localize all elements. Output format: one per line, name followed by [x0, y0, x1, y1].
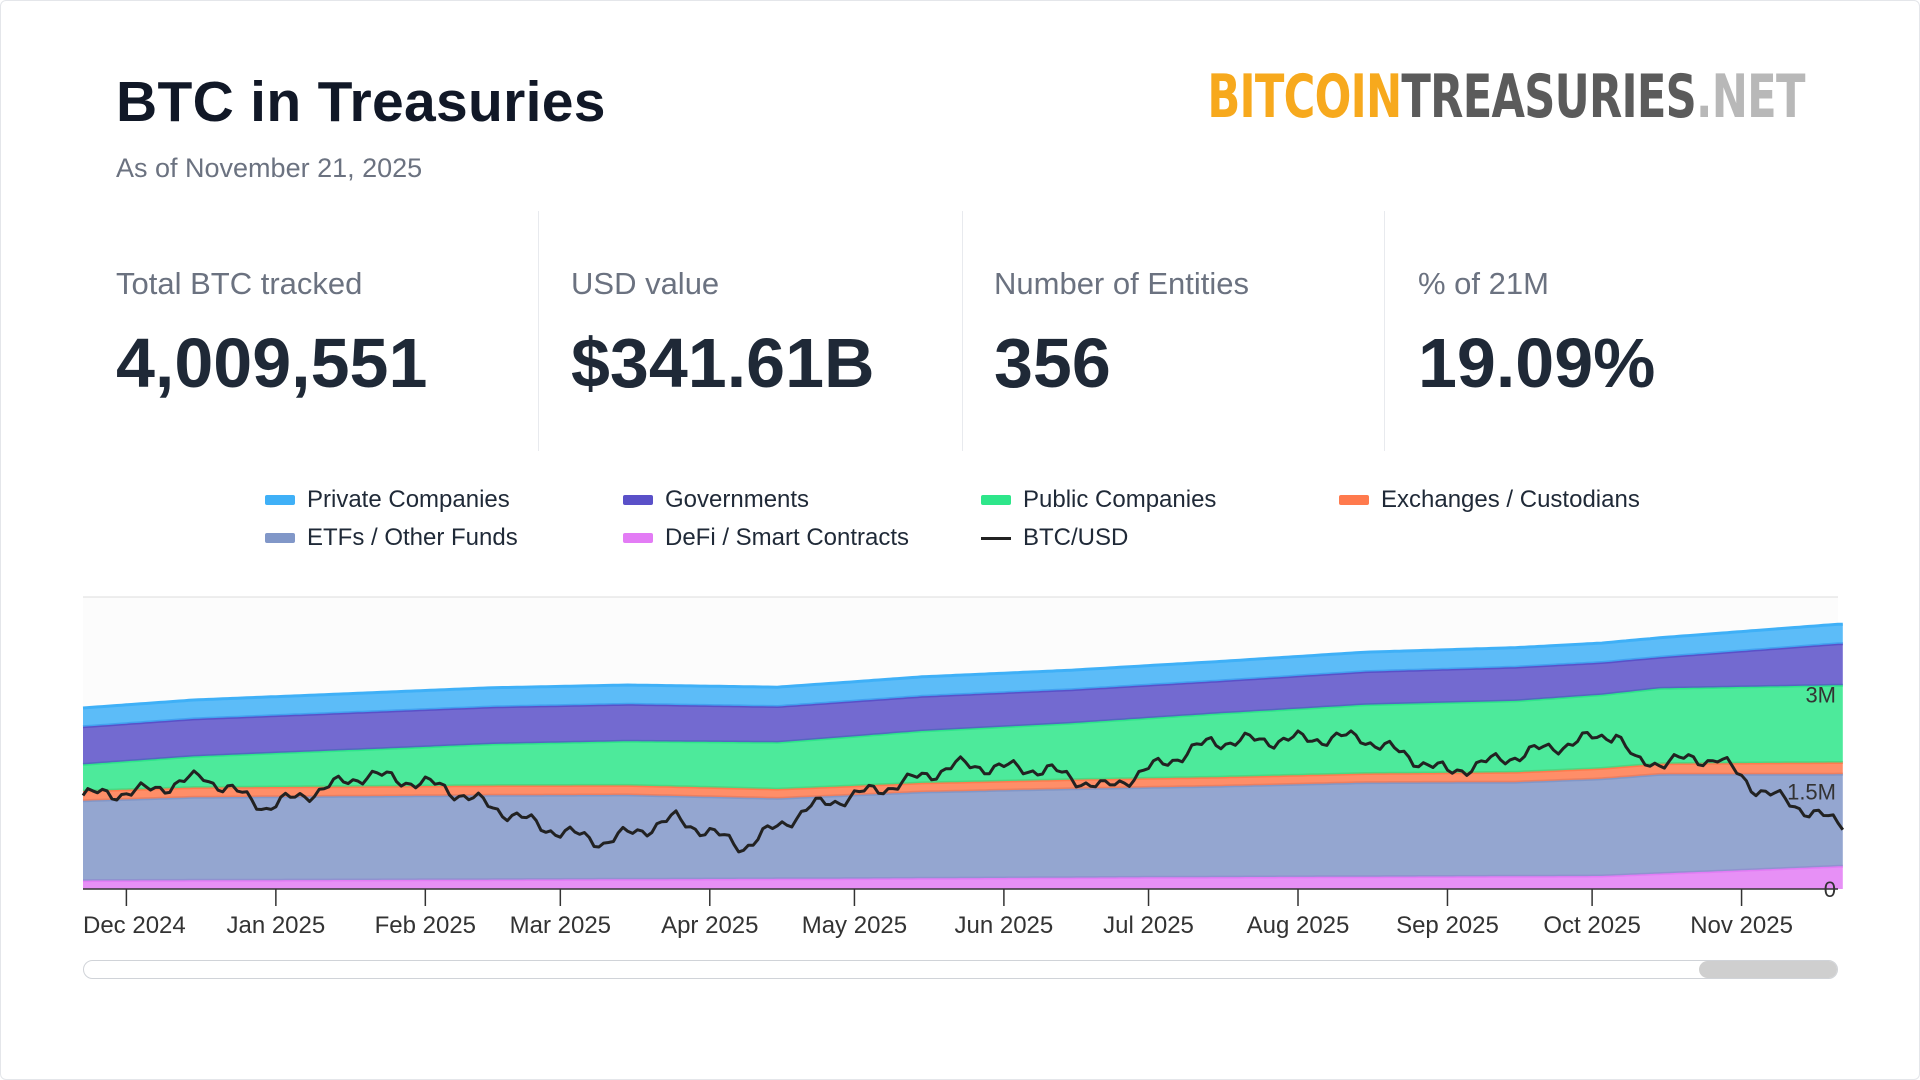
y-tick-label: 3M: [1805, 682, 1836, 707]
x-tick-label: May 2025: [802, 912, 907, 939]
as-of-date: As of November 21, 2025: [116, 153, 423, 183]
x-tick-label: Sep 2025: [1396, 912, 1499, 939]
chart-legend: Private Companies Governments Public Com…: [1, 486, 1920, 566]
page-title: BTC in Treasuries: [116, 70, 606, 134]
legend-item-governments[interactable]: Governments: [623, 486, 809, 514]
stat-divider: [962, 211, 963, 451]
x-tick-label: Dec 2024: [83, 912, 186, 939]
legend-label: Exchanges / Custodians: [1381, 486, 1640, 513]
x-tick-label: Jan 2025: [226, 912, 325, 939]
legend-label: ETFs / Other Funds: [307, 524, 518, 551]
area-swatch-icon: [1339, 495, 1369, 505]
y-tick-label: 1.5M: [1787, 780, 1836, 805]
area-exchanges-custodians: [83, 762, 1843, 801]
area-edge-private-companies: [82, 622, 1843, 710]
legend-label: BTC/USD: [1023, 524, 1129, 551]
legend-label: Public Companies: [1023, 486, 1217, 513]
stat-label: Number of Entities: [994, 266, 1249, 301]
chart-range-scrollbar[interactable]: [83, 960, 1838, 979]
btc-usd-line: [81, 729, 1845, 854]
x-tick-label: Nov 2025: [1690, 912, 1793, 939]
x-tick-label: Jun 2025: [955, 912, 1054, 939]
area-governments: [83, 643, 1843, 765]
stat-divider: [538, 211, 539, 451]
area-defi-smart-contracts: [83, 866, 1843, 889]
x-tick-label: Feb 2025: [375, 912, 476, 939]
area-swatch-icon: [265, 533, 295, 543]
stat-divider: [1384, 211, 1385, 451]
area-swatch-icon: [623, 495, 653, 505]
legend-item-private-companies[interactable]: Private Companies: [265, 486, 510, 514]
x-tick-label: Aug 2025: [1247, 912, 1350, 939]
x-tick-label: Mar 2025: [510, 912, 611, 939]
legend-item-etfs-other-funds[interactable]: ETFs / Other Funds: [265, 524, 518, 552]
stat-label: Total BTC tracked: [116, 266, 363, 301]
area-swatch-icon: [623, 533, 653, 543]
y-tick-label: 0: [1824, 877, 1836, 902]
legend-item-btc-usd[interactable]: BTC/USD: [981, 524, 1128, 552]
area-public-companies: [83, 685, 1843, 791]
stacked-area-chart[interactable]: 0 1.5M 3M Dec 2024 Jan 2025 Feb 2025 Mar 2025 A…: [1, 591, 1920, 961]
stat-label: USD value: [571, 266, 720, 301]
legend-label: Governments: [665, 486, 810, 513]
stat-value: 19.09%: [1418, 324, 1656, 402]
legend-item-public-companies[interactable]: Public Companies: [981, 486, 1216, 514]
line-swatch-icon: [981, 536, 1011, 540]
legend-item-defi-smart-contracts[interactable]: DeFi / Smart Contracts: [623, 524, 909, 552]
area-swatch-icon: [981, 495, 1011, 505]
stat-label: % of 21M: [1418, 266, 1549, 301]
legend-label: DeFi / Smart Contracts: [665, 524, 910, 551]
x-tick-label: Oct 2025: [1543, 912, 1640, 939]
stat-value: 356: [994, 324, 1111, 402]
area-etfs-other-funds: [83, 774, 1843, 881]
legend-label: Private Companies: [307, 486, 510, 513]
area-edge-public-companies: [82, 683, 1843, 766]
x-tick-label: Apr 2025: [661, 912, 758, 939]
stats-row: Total BTC tracked 4,009,551 USD value $3…: [1, 211, 1920, 451]
stat-value: $341.61B: [571, 324, 875, 402]
area-swatch-icon: [265, 495, 295, 505]
x-tick-label: Jul 2025: [1103, 912, 1194, 939]
scrollbar-thumb[interactable]: [1699, 961, 1837, 978]
bitcointreasuries-logo[interactable]: BITCOINTREASURIES.NET: [1207, 62, 1806, 132]
stat-value: 4,009,551: [116, 324, 428, 402]
legend-item-exchanges-custodians[interactable]: Exchanges / Custodians: [1339, 486, 1640, 514]
